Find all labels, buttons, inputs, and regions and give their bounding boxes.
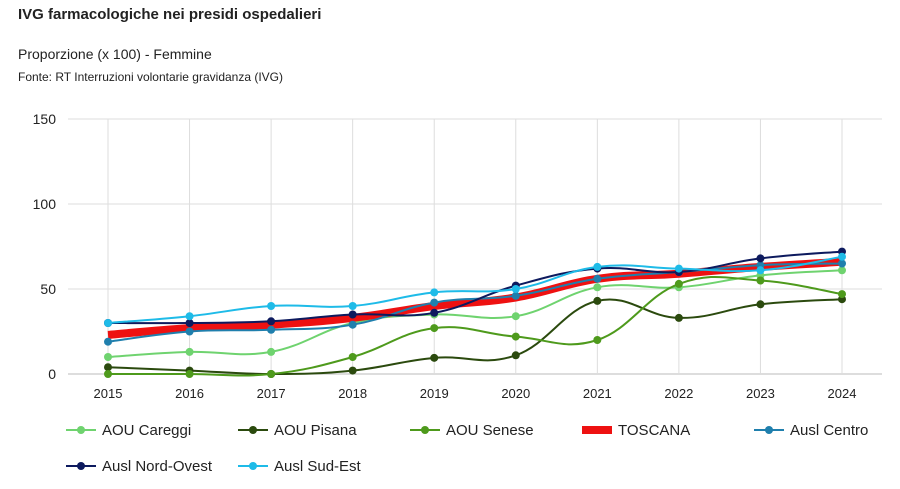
data-point [593,274,602,283]
data-point [104,353,112,361]
data-point [430,298,439,307]
y-tick-label: 50 [40,281,56,297]
legend-marker [77,462,85,470]
data-point [593,296,602,305]
legend-label: TOSCANA [618,422,690,439]
data-point [511,285,520,293]
data-point [593,283,602,292]
data-point [267,302,276,310]
legend-marker [249,462,257,470]
data-point [511,351,520,360]
x-tick-label: 2018 [338,386,367,401]
data-point [104,319,112,327]
data-point [430,353,439,362]
data-point [104,337,112,346]
data-point [348,302,357,310]
x-tick-label: 2017 [257,386,286,401]
x-tick-label: 2021 [583,386,612,401]
series-line [107,262,843,343]
data-point [185,312,194,321]
series-ausl-sud-est [104,252,846,327]
data-point [348,366,357,375]
data-point [838,259,846,268]
data-point [267,317,276,326]
data-point [348,353,357,361]
x-tick-label: 2016 [175,386,204,401]
legend-marker [765,426,773,434]
data-point [430,288,439,297]
data-point [674,313,683,322]
data-point [185,370,194,378]
series-ausl-centro [104,259,846,346]
legend-label: AOU Careggi [102,422,191,439]
y-tick-label: 150 [33,111,57,127]
x-tick-label: 2024 [828,386,857,401]
data-point [267,347,276,356]
series-aou-senese [104,275,846,378]
data-point [674,279,683,288]
series-line [107,275,843,377]
x-tick-label: 2023 [746,386,775,401]
data-point [756,276,765,285]
chart-source: Fonte: RT Interruzioni volontarie gravid… [18,70,284,84]
data-point [756,300,765,309]
x-tick-label: 2019 [420,386,449,401]
data-point [838,290,846,299]
legend-marker [249,426,257,434]
data-point [104,370,112,378]
data-point [430,324,439,333]
data-point [756,254,765,263]
legend-label: Ausl Nord-Ovest [102,458,213,475]
data-point [756,266,765,275]
data-point [593,336,602,344]
x-tick-label: 2020 [501,386,530,401]
series-aou-pisana [104,295,846,378]
data-point [185,347,194,356]
legend-label: AOU Senese [446,422,534,439]
chart-subtitle: Proporzione (x 100) - Femmine [18,46,212,62]
series-ausl-nord-ovest [104,247,846,327]
series-line [107,255,843,324]
series-line [107,298,843,376]
data-point [104,363,112,372]
series-line [107,250,843,325]
y-tick-label: 100 [33,196,57,212]
x-tick-label: 2022 [664,386,693,401]
chart-title: IVG farmacologiche nei presidi ospedalie… [18,6,322,23]
data-point [838,266,846,275]
data-point [267,370,276,378]
data-point [267,325,276,334]
data-point [185,319,194,327]
legend-marker [421,426,429,434]
data-point [430,308,439,317]
legend-label: Ausl Sud-Est [274,458,362,475]
x-tick-label: 2015 [94,386,123,401]
series-line [107,269,843,358]
legend-marker [77,426,85,434]
data-point [838,252,846,261]
data-point [511,312,520,321]
data-point [511,332,520,341]
data-point [348,310,357,319]
series-aou-careggi [104,266,846,361]
data-point [674,264,683,273]
legend-label: AOU Pisana [274,422,357,439]
legend-label: Ausl Centro [790,422,868,439]
data-point [348,320,357,329]
data-point [185,327,194,336]
y-tick-label: 0 [48,366,56,382]
data-point [593,262,602,271]
data-point [511,291,520,300]
